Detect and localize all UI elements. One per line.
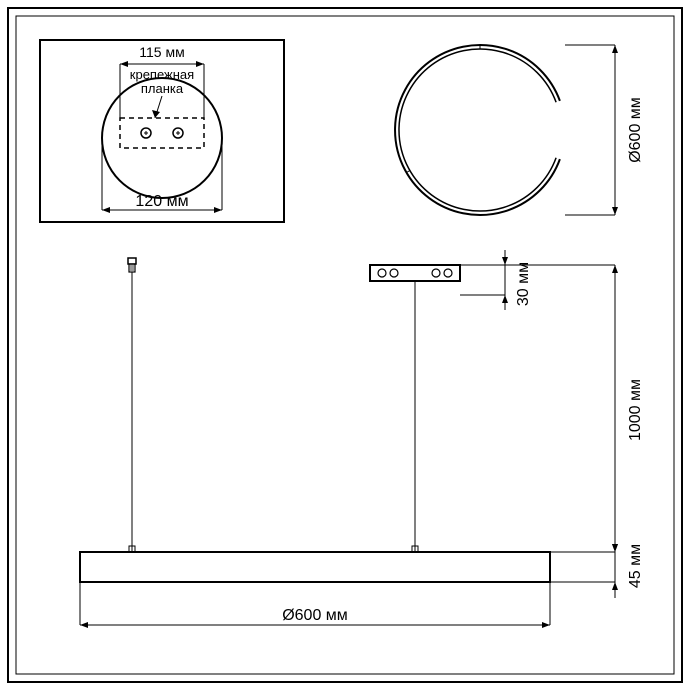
dim-label: Ø600 мм — [627, 97, 644, 163]
dim-canopy-height: 30 мм — [460, 250, 532, 310]
dim-circle-width: 120 мм — [102, 138, 222, 213]
dim-label: Ø600 мм — [282, 607, 348, 624]
canopy — [370, 265, 460, 281]
canopy-hole — [390, 269, 398, 277]
dim-cable-length: 1000 мм — [460, 265, 644, 552]
bracket-label-line2: планка — [141, 81, 184, 96]
ring-top-view — [395, 45, 560, 215]
pendant-bar — [80, 552, 550, 582]
dim-label: 30 мм — [515, 262, 532, 306]
dim-label: 115 мм — [139, 44, 184, 60]
canopy-hole — [432, 269, 440, 277]
canopy-hole — [444, 269, 452, 277]
dim-label: 1000 мм — [627, 379, 644, 441]
canopy-hole — [378, 269, 386, 277]
inner-frame — [16, 16, 674, 674]
dim-label: 45 мм — [627, 544, 644, 588]
mount-bracket — [120, 118, 204, 148]
dim-bar-height: 45 мм — [550, 535, 644, 598]
dim-bar-width: Ø600 мм — [80, 582, 550, 628]
dim-label: 120 мм — [135, 193, 188, 210]
cable-grip-left — [128, 258, 136, 272]
bracket-label: крепежная планка — [130, 67, 194, 118]
bracket-label-line1: крепежная — [130, 67, 194, 82]
dim-ring-diameter: Ø600 мм — [565, 45, 644, 215]
